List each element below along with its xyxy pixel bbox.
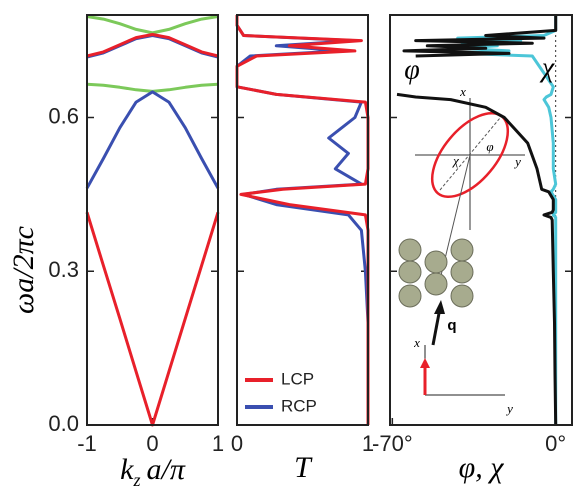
sphere <box>450 284 474 308</box>
arrow-head <box>420 358 430 368</box>
data-line <box>235 15 370 425</box>
data-line <box>86 82 219 93</box>
inset-label: y <box>505 401 513 416</box>
inset-label: y <box>513 154 521 169</box>
y-axis-label: ωa/2πc <box>7 226 40 314</box>
inset-diagram <box>398 98 525 396</box>
x-axis-label: T <box>294 451 313 484</box>
x-axis-label-main: k <box>120 453 134 486</box>
sphere <box>398 284 422 308</box>
inset-label: x <box>459 84 466 99</box>
y-tick-label: 0.3 <box>48 257 79 282</box>
panel-frame <box>389 14 573 426</box>
series-label: χ <box>539 52 555 83</box>
x-axis-label-sub: z <box>132 470 140 490</box>
x-tick-label: -70° <box>372 431 413 456</box>
data-line <box>396 15 558 426</box>
inset-label: q <box>447 317 456 334</box>
sphere <box>450 238 474 262</box>
data-line <box>86 15 219 35</box>
y-tick-label: 0.6 <box>48 103 79 128</box>
panel-frame <box>86 14 219 426</box>
y-tick-label: 0.0 <box>48 411 79 436</box>
data-line <box>86 34 219 59</box>
sphere <box>450 260 474 284</box>
inset-label: x <box>413 335 420 350</box>
sphere <box>398 238 422 262</box>
arrow-head <box>434 300 445 314</box>
legend-label: LCP <box>281 369 314 388</box>
x-axis-label: φ, χ <box>459 451 505 484</box>
x-tick-label: -1 <box>77 431 97 456</box>
panel-frame <box>236 14 369 426</box>
sphere <box>398 260 422 284</box>
x-tick-label: 0 <box>146 431 158 456</box>
data-line <box>85 211 220 427</box>
x-tick-label: 1 <box>362 431 374 456</box>
sphere <box>424 272 448 296</box>
x-tick-label: 0° <box>545 431 566 456</box>
x-axis-label-rest: a/π <box>146 453 185 486</box>
wave-vector <box>431 307 442 346</box>
sphere <box>424 250 448 274</box>
x-tick-label: 1 <box>212 431 224 456</box>
data-line <box>86 33 219 58</box>
data-line <box>85 90 220 189</box>
lattice <box>398 238 474 308</box>
series-label: φ <box>404 54 420 85</box>
x-tick-label: 0 <box>231 431 243 456</box>
x-axis-label: kz a/π <box>120 453 186 490</box>
data-line <box>235 15 370 425</box>
inset-axis <box>439 117 501 191</box>
legend-label: RCP <box>281 396 317 415</box>
inset-label: χ <box>451 153 459 168</box>
inset-label: φ <box>486 139 493 154</box>
